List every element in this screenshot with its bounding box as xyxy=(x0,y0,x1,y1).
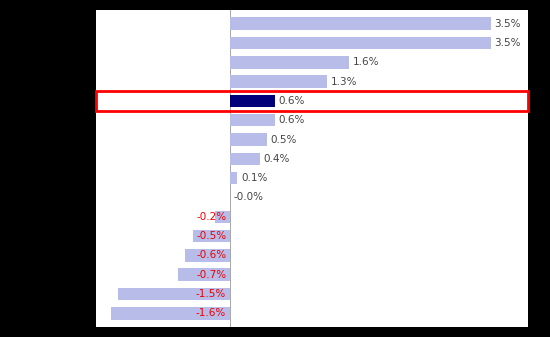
Text: -0.6%: -0.6% xyxy=(196,250,226,261)
Bar xyxy=(230,95,274,107)
Text: -0.5%: -0.5% xyxy=(196,231,226,241)
Text: 0.6%: 0.6% xyxy=(278,96,305,106)
Bar xyxy=(230,37,491,49)
Bar xyxy=(230,114,274,126)
Text: 3.5%: 3.5% xyxy=(494,19,521,29)
Bar xyxy=(230,56,349,68)
Bar xyxy=(185,249,230,262)
Text: -1.5%: -1.5% xyxy=(196,289,226,299)
Text: -0.2%: -0.2% xyxy=(196,212,226,222)
Text: 0.6%: 0.6% xyxy=(278,115,305,125)
Bar xyxy=(230,172,237,184)
Text: -0.0%: -0.0% xyxy=(234,192,263,203)
Bar xyxy=(230,133,267,146)
Text: -1.6%: -1.6% xyxy=(196,308,226,318)
Bar xyxy=(118,288,230,300)
Text: 0.1%: 0.1% xyxy=(241,173,267,183)
Text: 1.3%: 1.3% xyxy=(331,76,357,87)
Bar xyxy=(230,153,260,165)
Bar xyxy=(111,307,230,320)
Text: 0.4%: 0.4% xyxy=(263,154,290,164)
Bar xyxy=(230,17,491,30)
Bar xyxy=(192,230,230,242)
Text: 3.5%: 3.5% xyxy=(494,38,521,48)
Bar xyxy=(178,269,230,281)
Bar xyxy=(96,91,528,111)
Text: 0.5%: 0.5% xyxy=(271,134,297,145)
Bar xyxy=(230,75,327,88)
Text: 1.6%: 1.6% xyxy=(353,57,380,67)
Text: -0.7%: -0.7% xyxy=(196,270,226,280)
Bar xyxy=(215,211,230,223)
